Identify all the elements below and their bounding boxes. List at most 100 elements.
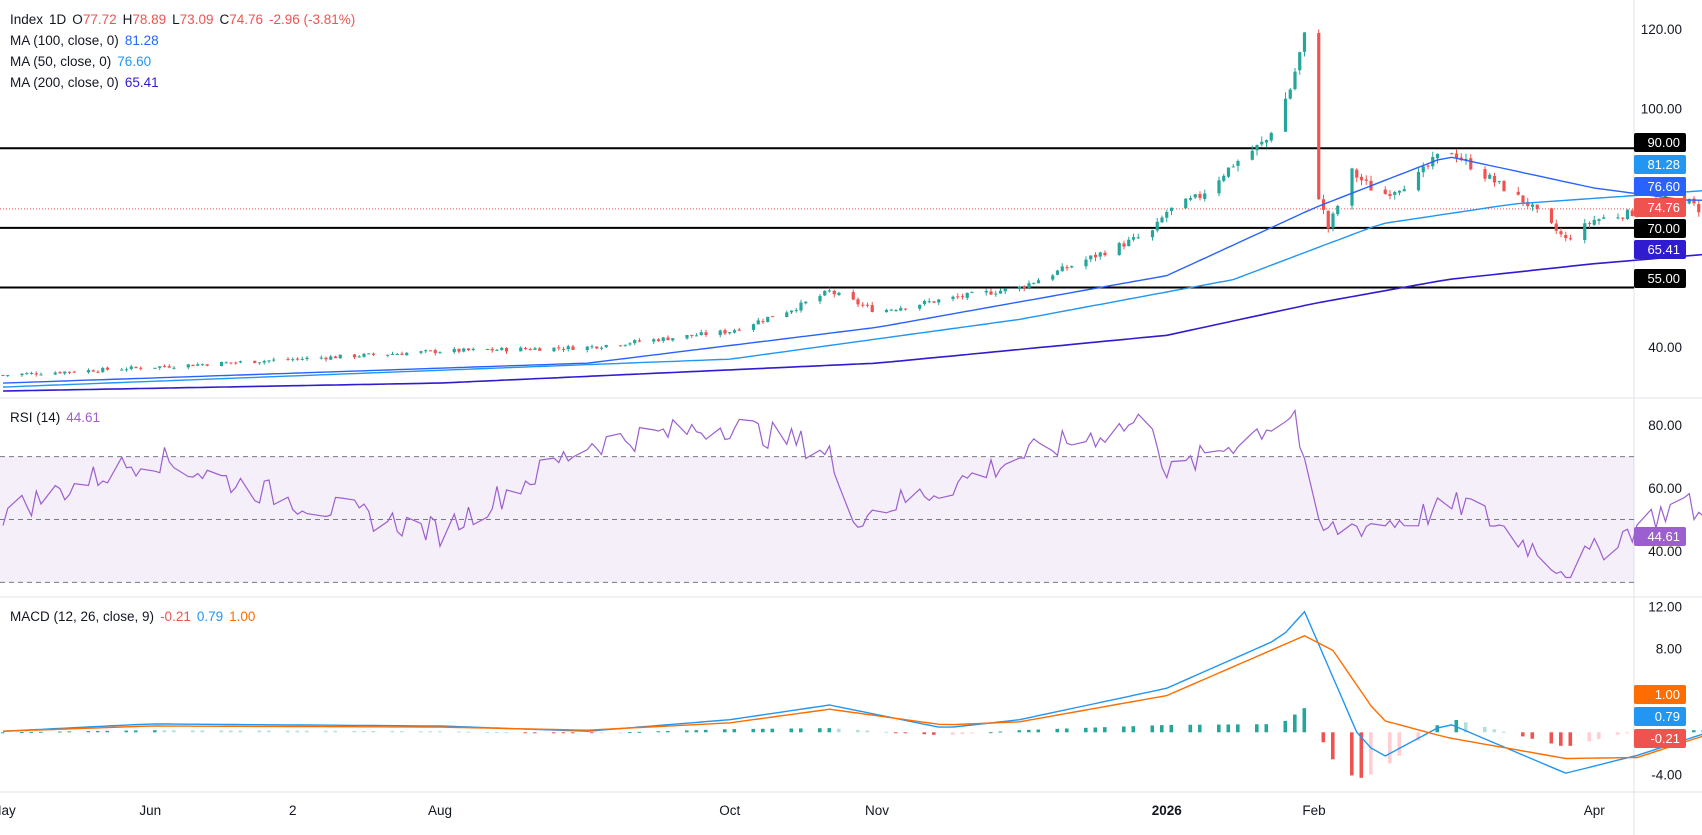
macd-hist-value: -0.21 — [160, 609, 191, 624]
candle-body — [870, 305, 874, 313]
candle-body — [362, 353, 366, 357]
candle-body — [728, 332, 732, 334]
candle-body — [390, 353, 395, 355]
macd-histogram-bar — [1093, 727, 1098, 733]
candle-body — [490, 348, 494, 351]
macd-histogram-bar — [191, 730, 195, 733]
candle-body — [428, 350, 433, 352]
candle-body — [1060, 266, 1064, 272]
candle-body — [134, 366, 138, 368]
macd-histogram-bar — [466, 731, 471, 733]
macd-histogram-bar — [267, 730, 271, 733]
time-axis-label: Nov — [865, 803, 889, 818]
macd-histogram-bar — [105, 730, 110, 733]
macd-histogram-bar — [1055, 728, 1060, 733]
candle-body — [1150, 230, 1155, 238]
candle-body — [124, 369, 129, 371]
macd-histogram-bar — [685, 730, 689, 733]
macd-signal-value: 1.00 — [229, 609, 256, 624]
candle-body — [1450, 153, 1454, 155]
candle-body — [837, 292, 841, 295]
candle-body — [485, 348, 490, 350]
ma100-legend[interactable]: MA (100, close, 0) 81.28 — [10, 31, 165, 50]
macd-histogram-bar — [666, 730, 670, 733]
interval[interactable]: 1D — [49, 12, 67, 27]
symbol-name[interactable]: Index — [10, 12, 44, 27]
candle-body — [756, 320, 760, 325]
candle-body — [167, 366, 171, 368]
candle-body — [1359, 176, 1364, 181]
candle-body — [186, 364, 190, 368]
ma100-label: MA (100, close, 0) — [10, 33, 119, 48]
candle-body — [200, 364, 205, 366]
candle-body — [1454, 153, 1459, 159]
candle-body — [367, 353, 371, 355]
candle-body — [732, 330, 737, 333]
macd-histogram-bar — [1236, 724, 1240, 733]
candle-body — [58, 372, 62, 374]
candle-body — [1188, 197, 1193, 200]
candle-body — [1397, 190, 1402, 193]
macd-histogram-bar — [561, 732, 566, 734]
candle-body — [295, 358, 300, 360]
macd-histogram-bar — [352, 730, 357, 733]
macd-histogram-bar — [884, 731, 889, 733]
candle-body — [1184, 198, 1188, 209]
candle-body — [262, 361, 266, 363]
macd-histogram-bar — [827, 728, 832, 733]
candle-body — [1136, 237, 1140, 239]
candle-body — [338, 354, 342, 359]
candle-body — [994, 293, 998, 295]
candle-body — [495, 349, 499, 351]
candle-body — [604, 344, 608, 348]
rsi-legend[interactable]: RSI (14) 44.61 — [10, 408, 106, 427]
macd-histogram-bar — [656, 731, 661, 733]
ma50-legend[interactable]: MA (50, close, 0) 76.60 — [10, 52, 157, 71]
macd-histogram-bar — [1226, 724, 1231, 733]
candle-body — [1193, 194, 1197, 198]
macd-histogram-bar — [1198, 724, 1202, 733]
macd-legend[interactable]: MACD (12, 26, close, 9) -0.21 0.79 1.00 — [10, 607, 261, 626]
candle-body — [91, 370, 95, 372]
candle-body — [751, 324, 756, 330]
candle-body — [699, 332, 703, 336]
candle-body — [1117, 243, 1121, 256]
macd-histogram-bar — [1549, 732, 1554, 744]
low-value: 73.09 — [179, 12, 214, 27]
candle-body — [951, 296, 955, 299]
time-axis-label: 2026 — [1152, 803, 1183, 818]
macd-histogram-bar — [865, 730, 870, 733]
candle-body — [861, 304, 865, 306]
rsi-tick-label: 40.00 — [1648, 544, 1682, 559]
macd-histogram-bar — [1350, 732, 1354, 776]
macd-histogram-bar — [419, 731, 423, 733]
candle-body — [371, 353, 376, 355]
signal-line — [2, 635, 1702, 760]
candle-body — [1621, 217, 1625, 219]
candle-body — [1250, 150, 1254, 160]
macd-histogram-bar — [457, 731, 461, 733]
candle-body — [1260, 141, 1264, 145]
candle-body — [1497, 181, 1501, 183]
candle-body — [718, 330, 722, 336]
candle-body — [129, 366, 133, 369]
rsi-line — [2, 408, 1702, 579]
ma200-legend[interactable]: MA (200, close, 0) 65.41 — [10, 73, 165, 92]
candle-body — [671, 338, 675, 341]
candle-body — [965, 292, 969, 298]
macd-histogram-bar — [704, 729, 708, 733]
candle-body — [253, 360, 257, 364]
macd-histogram-bar — [362, 730, 366, 733]
candle-body — [471, 348, 475, 350]
candle-body — [1198, 194, 1202, 198]
candle-body — [1625, 209, 1630, 220]
macd-histogram-bar — [1255, 724, 1259, 733]
candle-body — [329, 356, 333, 360]
candle-body — [1051, 275, 1055, 280]
candle-body — [1530, 204, 1535, 207]
change-value: -2.96 (-3.81%) — [269, 12, 356, 27]
candle-body — [1483, 169, 1487, 179]
macd-histogram-bar — [1359, 732, 1364, 778]
candle-body — [172, 367, 176, 369]
